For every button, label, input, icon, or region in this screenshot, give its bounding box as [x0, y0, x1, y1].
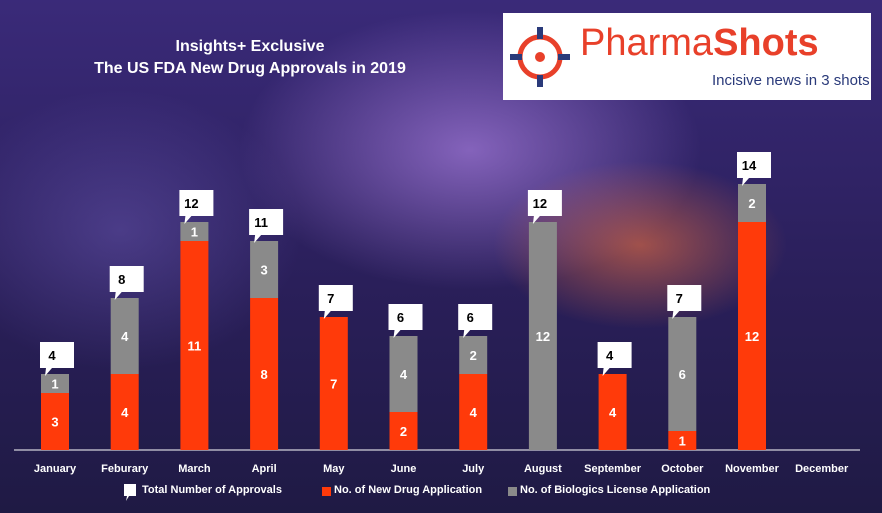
bar-nda [459, 374, 488, 450]
bar-nda [668, 431, 697, 450]
data-label-bla: 3 [260, 263, 267, 278]
x-tick-label: June [391, 463, 417, 475]
data-label-bla: 6 [679, 367, 686, 382]
data-label-nda: 2 [400, 424, 407, 439]
total-callout [318, 285, 353, 319]
data-label-nda: 3 [51, 415, 58, 430]
x-tick-label: December [795, 463, 849, 475]
target-icon [510, 27, 570, 87]
bar-bla [528, 222, 557, 450]
logo-word-b: Shots [713, 22, 819, 64]
callout-icon [124, 484, 136, 501]
x-tick-label: August [524, 463, 562, 475]
x-tick-label: October [661, 463, 704, 475]
x-tick-label: November [725, 463, 780, 475]
title-line-2: The US FDA New Drug Approvals in 2019 [94, 60, 406, 77]
chart-title: Insights+ Exclusive The US FDA New Drug … [60, 36, 440, 80]
total-label: 4 [48, 348, 56, 363]
data-label-bla: 1 [191, 225, 198, 240]
total-label: 12 [533, 196, 547, 211]
total-callout [597, 342, 632, 376]
bar-nda [319, 317, 348, 450]
bar-nda [250, 298, 279, 450]
bar-nda [41, 393, 69, 450]
title-line-1: Insights+ Exclusive [175, 38, 325, 55]
total-callout [667, 285, 702, 319]
data-label-nda: 4 [470, 405, 478, 420]
data-label-bla: 12 [536, 329, 550, 344]
data-label-nda: 4 [609, 405, 617, 420]
total-label: 7 [676, 291, 683, 306]
bar-bla [738, 184, 766, 222]
pharmashots-logo [503, 13, 871, 100]
x-tick-label: May [323, 463, 345, 475]
total-label: 4 [606, 348, 614, 363]
x-tick-label: April [252, 463, 277, 475]
total-callout [109, 266, 144, 300]
logo-wordmark: PharmaShots [580, 22, 819, 65]
bar-bla [668, 317, 697, 431]
total-callout [388, 304, 423, 338]
bar-bla [180, 222, 209, 241]
bar-bla [110, 298, 139, 374]
data-label-bla: 1 [51, 377, 58, 392]
total-label: 6 [467, 310, 474, 325]
legend-swatch-bla [508, 487, 517, 496]
total-callout [249, 209, 284, 243]
logo-tagline: Incisive news in 3 shots [712, 72, 870, 89]
data-label-nda: 12 [745, 329, 759, 344]
total-label: 7 [327, 291, 334, 306]
bar-nda [110, 374, 139, 450]
bar-nda [738, 222, 766, 450]
bar-nda [598, 374, 627, 450]
bar-bla [389, 336, 418, 412]
logo-word-a: Pharma [580, 22, 714, 64]
legend-label-total: Total Number of Approvals [142, 484, 282, 496]
legend-label-bla: No. of Biologics License Application [520, 484, 711, 496]
total-label: 11 [254, 215, 268, 230]
data-label-bla: 4 [121, 329, 129, 344]
total-callout [458, 304, 493, 338]
bar-bla [250, 241, 279, 298]
x-tick-label: March [178, 463, 211, 475]
bar-nda [389, 412, 418, 450]
x-tick-label: July [462, 463, 485, 475]
x-tick-label: January [34, 463, 77, 475]
bar-bla [41, 374, 69, 393]
data-label-nda: 4 [121, 405, 129, 420]
total-callout [527, 190, 562, 224]
total-label: 12 [184, 196, 198, 211]
total-label: 14 [742, 158, 757, 173]
data-label-nda: 8 [260, 367, 267, 382]
data-label-nda: 1 [679, 434, 686, 449]
data-label-nda: 7 [330, 377, 337, 392]
x-tick-label: Feburary [101, 463, 149, 475]
x-tick-label: September [584, 463, 642, 475]
total-label: 8 [118, 272, 125, 287]
total-label: 6 [397, 310, 404, 325]
bar-nda [180, 241, 209, 450]
data-label-nda: 11 [188, 339, 202, 354]
total-callout [737, 152, 771, 186]
data-label-bla: 4 [400, 367, 408, 382]
legend-swatch-nda [322, 487, 331, 496]
bar-bla [459, 336, 488, 374]
legend-label-nda: No. of New Drug Application [334, 484, 483, 496]
data-label-bla: 2 [748, 196, 755, 211]
total-callout [179, 190, 214, 224]
total-callout [40, 342, 74, 376]
data-label-bla: 2 [470, 348, 477, 363]
